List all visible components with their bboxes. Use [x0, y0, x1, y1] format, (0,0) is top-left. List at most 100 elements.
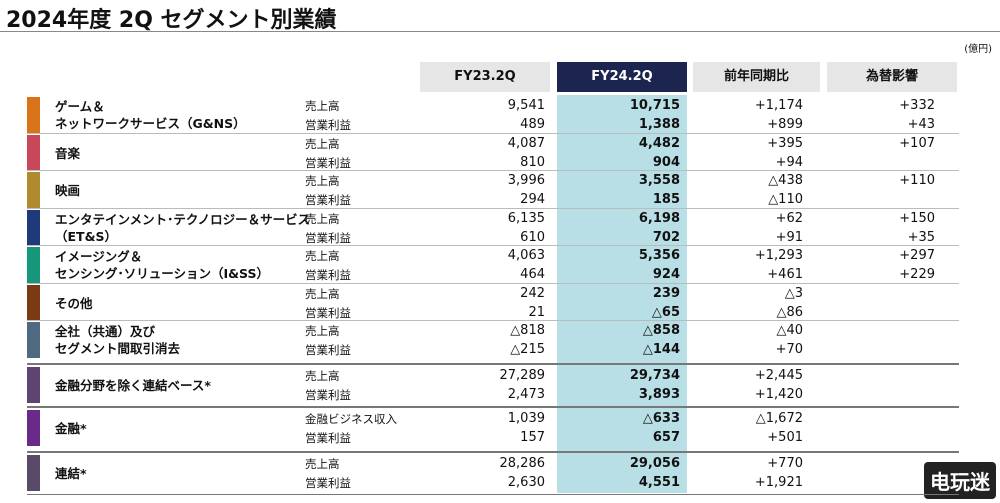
row-separator [27, 363, 959, 365]
cell: +1,921 [754, 474, 803, 490]
cell: +150 [899, 211, 935, 226]
segment-name: 連結* [55, 465, 87, 482]
segment-name-line: セグメント間取引消去 [55, 341, 181, 356]
cell: +35 [907, 229, 935, 245]
cell: +62 [775, 211, 803, 226]
cell: △110 [768, 191, 803, 207]
segment-name: 音楽 [55, 145, 80, 162]
cell: 2,473 [507, 386, 545, 402]
column-header: FY23.2Q [420, 62, 550, 92]
cell: +43 [907, 116, 935, 132]
cell: 157 [520, 429, 545, 445]
segment-name: 映画 [55, 182, 80, 199]
segment-name-line: センシング･ソリューション（I&SS） [55, 266, 269, 281]
metric-label: 売上高 [305, 212, 340, 226]
cell: △818 [510, 323, 545, 338]
segment-color [27, 455, 40, 491]
segment-name: 金融* [55, 420, 87, 437]
segment-name-line: 金融* [55, 420, 87, 436]
cell: +107 [899, 136, 935, 151]
row-separator [27, 170, 959, 171]
cell: △1,672 [755, 411, 803, 426]
segment-color [27, 135, 40, 171]
metric-label: 売上高 [305, 369, 340, 383]
row-separator [27, 320, 959, 321]
cell: +91 [775, 229, 803, 245]
segment-name: イメージング＆ センシング･ソリューション（I&SS） [55, 248, 269, 282]
cell: 4,551 [638, 474, 680, 490]
metric-label: 金融ビジネス収入 [305, 412, 397, 426]
cell: 185 [652, 191, 680, 207]
metric-label: 営業利益 [305, 267, 351, 282]
cell: 489 [520, 116, 545, 132]
segment-name: その他 [55, 295, 93, 312]
metric-label: 売上高 [305, 287, 340, 301]
title-rule [0, 31, 1000, 32]
segment-name-line: ネットワークサービス（G&NS） [55, 116, 246, 131]
cell: 4,482 [638, 136, 680, 151]
segment-name-line: 全社（共通）及び [55, 324, 156, 339]
segment-color [27, 97, 40, 133]
cell: +395 [767, 136, 803, 151]
metric-label: 営業利益 [305, 155, 351, 170]
metric-label: 売上高 [305, 137, 340, 151]
cell: +2,445 [754, 368, 803, 383]
cell: +501 [767, 429, 803, 445]
metric-label: 営業利益 [305, 475, 351, 490]
metric-label: 営業利益 [305, 430, 351, 445]
cell: 29,734 [629, 368, 680, 383]
cell: +110 [899, 173, 935, 188]
row-separator [27, 451, 959, 453]
cell: 1,039 [507, 411, 545, 426]
cell: +229 [899, 266, 935, 282]
cell: 9,541 [507, 98, 545, 113]
metric-label: 売上高 [305, 99, 340, 113]
cell: +899 [767, 116, 803, 132]
metric-label: 営業利益 [305, 230, 351, 245]
cell: 10,715 [629, 98, 680, 113]
cell: 657 [652, 429, 680, 445]
cell: △40 [776, 323, 803, 338]
cell: 21 [528, 304, 545, 320]
cell: +70 [775, 341, 803, 357]
metric-label: 売上高 [305, 324, 340, 338]
cell: 2,630 [507, 474, 545, 490]
watermark: 电玩迷 [924, 462, 996, 499]
segment-color [27, 322, 40, 358]
cell: +461 [767, 266, 803, 282]
unit: (億円) [964, 44, 992, 55]
segment-color [27, 285, 40, 321]
cell: +1,293 [754, 248, 803, 263]
cell: 4,063 [507, 248, 545, 263]
row-separator [27, 245, 959, 246]
cell: 242 [520, 286, 545, 301]
cell: 810 [520, 154, 545, 170]
cell: 6,135 [507, 211, 545, 226]
cell: 610 [520, 229, 545, 245]
row-separator [27, 208, 959, 209]
segment-color [27, 367, 40, 403]
segment-name-line: 金融分野を除く連結ベース* [55, 377, 211, 393]
cell: 464 [520, 266, 545, 282]
segment-name: 全社（共通）及びセグメント間取引消去 [55, 323, 180, 357]
cell: 702 [652, 229, 680, 245]
cell: 5,356 [638, 248, 680, 263]
metric-label: 営業利益 [305, 342, 351, 357]
metric-label: 売上高 [305, 174, 340, 188]
cell: △858 [642, 323, 680, 338]
cell: 904 [652, 154, 680, 170]
segment-color [27, 410, 40, 446]
row-separator [27, 283, 959, 284]
cell: △65 [651, 304, 680, 320]
metric-label: 営業利益 [305, 192, 351, 207]
row-separator [27, 133, 959, 134]
row-separator [27, 406, 959, 408]
segment-name-line: 連結* [55, 465, 87, 481]
cell: △633 [642, 411, 680, 426]
segment-name-line: 音楽 [55, 145, 81, 161]
cell: △215 [510, 341, 545, 357]
column-header: 前年同期比 [693, 62, 820, 92]
cell: △86 [776, 304, 803, 320]
segment-name-line: その他 [55, 295, 93, 311]
